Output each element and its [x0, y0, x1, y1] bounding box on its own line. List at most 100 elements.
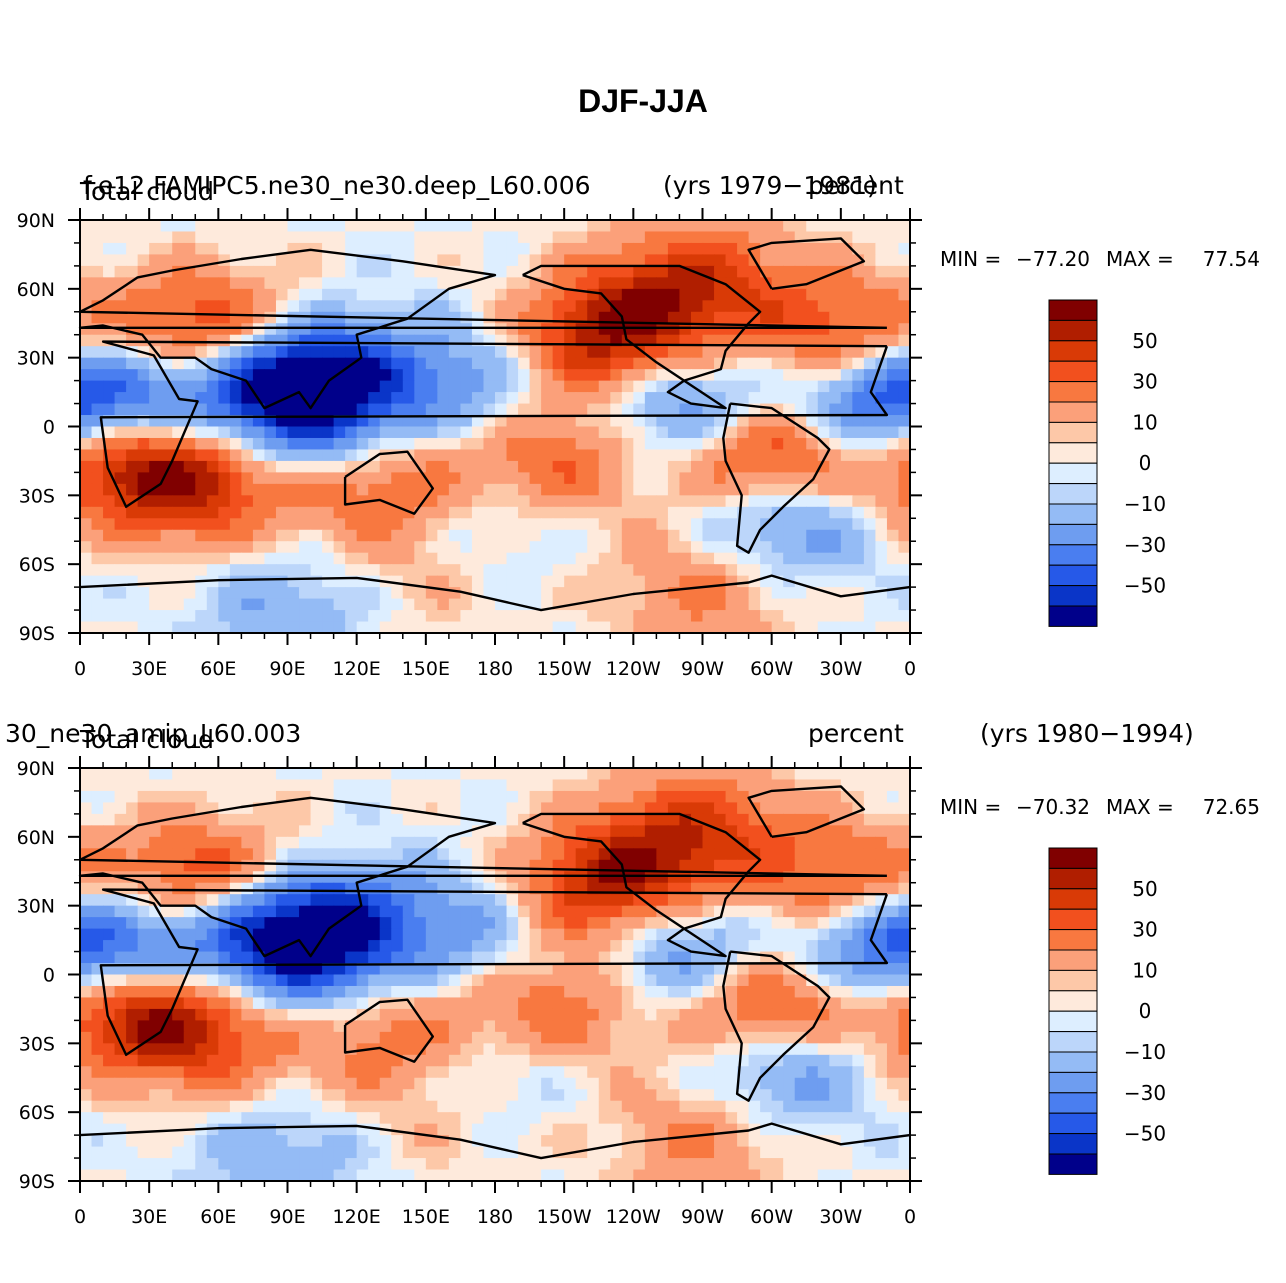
field-cell [183, 380, 196, 393]
field-cell [402, 894, 415, 907]
field-cell [195, 951, 208, 964]
field-cell [229, 495, 242, 508]
field-cell [264, 621, 277, 634]
field-cell [229, 587, 242, 600]
field-cell [552, 541, 565, 554]
field-cell [402, 928, 415, 941]
field-cell [356, 357, 369, 370]
field-cell [471, 426, 485, 439]
field-cell [114, 449, 127, 462]
field-cell [149, 940, 162, 953]
field-cell [748, 552, 761, 565]
field-cell [898, 541, 911, 554]
field-cell [218, 300, 231, 313]
field-cell [241, 1043, 254, 1056]
field-cell [206, 951, 219, 964]
field-cell [840, 859, 853, 872]
field-cell [529, 1020, 542, 1033]
field-cell [690, 836, 704, 849]
field-cell [126, 437, 139, 451]
field-cell [160, 449, 173, 462]
field-cell [471, 951, 485, 964]
field-cell [840, 587, 853, 600]
field-cell [806, 610, 819, 623]
field-cell [275, 254, 289, 267]
field-cell [483, 610, 496, 623]
field-cell [126, 288, 139, 301]
field-cell [345, 277, 358, 290]
field-cell [414, 529, 427, 542]
field-cell [886, 928, 900, 941]
field-cell [160, 564, 173, 577]
field-cell [679, 415, 692, 428]
field-cell [863, 1066, 877, 1079]
field-cell [322, 288, 335, 301]
field-cell [414, 460, 427, 473]
field-cell [506, 472, 519, 485]
field-cell [598, 415, 611, 428]
field-cell [264, 1043, 277, 1056]
field-cell [817, 231, 830, 244]
field-cell [114, 426, 127, 439]
field-cell [702, 802, 715, 815]
field-cell [621, 506, 634, 519]
field-cell [275, 403, 289, 416]
field-cell [299, 813, 312, 826]
field-cell [172, 1031, 185, 1044]
field-cell [898, 917, 911, 930]
field-cell [633, 1112, 646, 1125]
field-cell [333, 403, 346, 416]
field-cell [229, 242, 242, 256]
field-cell [863, 598, 877, 611]
field-cell [598, 541, 611, 554]
field-cell [391, 426, 404, 439]
field-cell [621, 220, 634, 233]
field-cell [183, 1077, 196, 1090]
field-cell [702, 415, 715, 428]
field-cell [137, 1077, 150, 1090]
field-cell [80, 802, 93, 815]
field-cell [748, 472, 761, 485]
field-cell [840, 997, 853, 1010]
field-cell [760, 610, 773, 623]
field-cell [760, 1008, 773, 1021]
field-cell [575, 242, 588, 256]
colorbar-swatch [1048, 483, 1098, 505]
field-cell [737, 449, 750, 462]
field-cell [702, 426, 715, 439]
field-cell [218, 779, 231, 792]
field-cell [621, 779, 634, 792]
field-cell [863, 871, 877, 884]
field-cell [529, 231, 542, 244]
lon-tick-label: 60W [750, 658, 793, 680]
field-cell [91, 802, 104, 815]
field-cell [103, 848, 116, 861]
field-cell [875, 242, 888, 256]
field-cell [287, 460, 300, 473]
field-cell [425, 449, 438, 462]
lon-tick-label: 30W [819, 658, 862, 680]
field-cell [391, 1043, 404, 1056]
map-field [80, 768, 911, 1182]
field-cell [345, 288, 358, 301]
field-cell [414, 552, 427, 565]
field-cell [771, 1066, 784, 1079]
field-cell [183, 495, 196, 508]
field-cell [760, 985, 773, 999]
field-cell [91, 836, 104, 849]
field-cell [760, 220, 773, 233]
field-cell [114, 790, 127, 804]
field-cell [852, 541, 865, 554]
field-cell [80, 231, 93, 244]
field-cell [656, 346, 669, 359]
field-cell [633, 951, 646, 964]
field-cell [229, 894, 242, 907]
field-cell [402, 552, 415, 565]
field-cell [299, 449, 312, 462]
field-cell [345, 1031, 358, 1044]
field-cell [506, 825, 519, 838]
field-cell [783, 265, 796, 278]
field-cell [287, 346, 300, 359]
field-cell [91, 231, 104, 244]
field-cell [564, 415, 577, 428]
